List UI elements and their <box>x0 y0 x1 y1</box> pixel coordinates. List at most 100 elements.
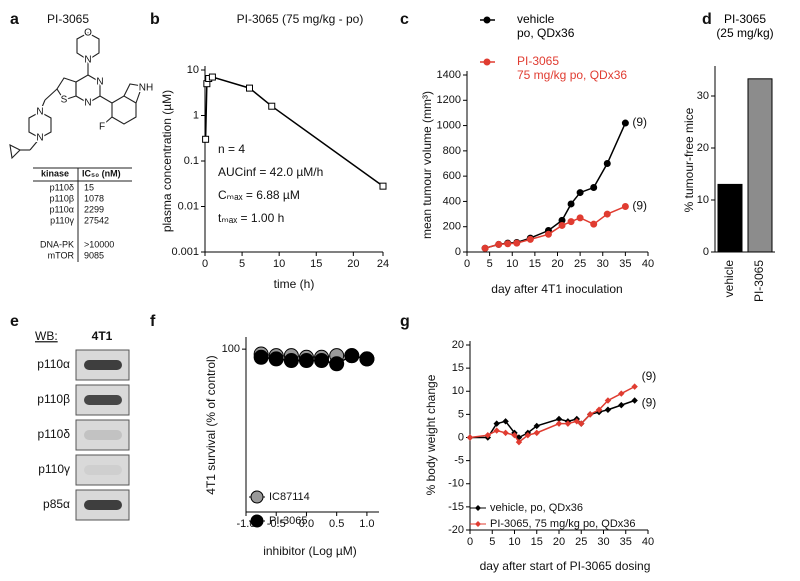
y-tick-label: 800 <box>443 145 461 157</box>
marker <box>564 420 572 427</box>
marker <box>586 411 594 418</box>
table-header: kinase <box>41 168 69 178</box>
marker <box>513 239 521 247</box>
panel-label: e <box>10 313 19 330</box>
panel-label: f <box>150 313 156 330</box>
series-line <box>469 385 635 444</box>
marker <box>576 189 584 197</box>
legend-label: vehicle po, QDx36 <box>517 12 575 40</box>
legend-label: IC87114 <box>269 491 310 503</box>
marker <box>555 420 563 427</box>
y-tick-label: 1400 <box>437 69 461 81</box>
marker <box>524 431 532 439</box>
legend-marker <box>483 16 491 24</box>
x-tick-label: 10 <box>273 258 285 270</box>
atom-label: F <box>99 122 105 133</box>
y-tick-label: 1000 <box>437 119 461 131</box>
x-tick-label: PI-3065 <box>752 260 766 302</box>
marker <box>359 351 375 367</box>
blot-cell-line: 4T1 <box>92 329 113 343</box>
y-axis-label: % tumour-free mice <box>682 107 696 212</box>
x-tick-label: 0 <box>467 536 473 548</box>
x-tick-label: 15 <box>531 536 543 548</box>
band-label: p110γ <box>38 462 70 476</box>
x-tick-label: 35 <box>620 536 632 548</box>
marker <box>604 406 612 413</box>
marker <box>493 427 500 434</box>
table-cell: 27542 <box>84 215 109 225</box>
marker <box>379 182 387 190</box>
y-tick-label: -5 <box>454 455 464 467</box>
panel-label: d <box>702 11 712 28</box>
x-tick-label: vehicle <box>722 260 736 298</box>
y-axis-label: % body weight change <box>424 374 438 495</box>
blot-band <box>84 430 122 440</box>
blot-band <box>84 465 122 475</box>
marker <box>493 420 500 427</box>
x-tick-label: 15 <box>310 258 322 270</box>
annotation: (9) <box>642 396 657 410</box>
x-tick-label: 15 <box>529 258 541 270</box>
y-tick-label: 0.1 <box>184 155 199 167</box>
x-tick-label: 10 <box>506 258 518 270</box>
marker <box>621 202 629 210</box>
blot-band <box>84 500 122 510</box>
y-tick-label: -10 <box>448 478 464 490</box>
marker <box>246 84 253 92</box>
legend-marker <box>475 505 481 511</box>
bar <box>747 78 773 253</box>
marker <box>202 135 210 143</box>
x-tick-label: 0 <box>202 258 208 270</box>
marker <box>631 397 638 404</box>
marker <box>481 244 489 252</box>
y-tick-label: 400 <box>443 195 461 207</box>
table-cell: DNA-PK <box>40 239 74 249</box>
table-rules <box>33 167 132 262</box>
y-tick-label: 200 <box>443 221 461 233</box>
y-axis-label: plasma concentration (µM) <box>160 90 174 232</box>
marker <box>344 348 360 364</box>
legend-label: PI-3065, 75 mg/kg po, QDx36 <box>490 518 636 530</box>
table-cell: p110δ <box>50 182 74 192</box>
x-tick-label: 20 <box>553 536 565 548</box>
band-label: p110δ <box>38 427 71 441</box>
table-cell: 2299 <box>84 204 104 214</box>
legend-marker <box>483 58 491 66</box>
marker <box>573 418 581 425</box>
table-cell: p110α <box>49 204 74 214</box>
band-label: p110α <box>37 357 70 371</box>
y-tick-label: 0 <box>458 431 464 443</box>
blot-label: WB: <box>35 329 58 343</box>
x-tick-label: 0.0 <box>299 518 314 530</box>
marker <box>578 420 585 427</box>
atom-label: O <box>84 28 92 39</box>
marker <box>618 390 625 397</box>
annotation: Cₘₐₓ = 6.88 µM <box>218 188 300 202</box>
marker <box>595 406 603 413</box>
marker <box>484 431 492 439</box>
x-tick-label: 20 <box>551 258 563 270</box>
marker <box>314 353 330 369</box>
marker <box>590 184 598 192</box>
y-tick-label: 0.01 <box>178 200 199 212</box>
marker <box>515 438 523 446</box>
y-tick-label: 20 <box>697 142 709 154</box>
annotation: (9) <box>632 199 647 213</box>
marker <box>576 214 584 222</box>
annotation: tₘₐₓ = 1.00 h <box>218 211 284 225</box>
marker <box>511 431 518 439</box>
atom-label: NH <box>139 83 153 94</box>
marker <box>567 200 575 208</box>
legend-label: PI-3065 75 mg/kg po, QDx36 <box>517 54 628 82</box>
legend-label: vehicle, po, QDx36 <box>490 502 583 514</box>
y-axis-label: 4T1 survival (% of control) <box>204 355 218 494</box>
y-tick-label: 5 <box>458 408 464 420</box>
atom-label: N <box>36 133 43 144</box>
bar <box>717 183 743 253</box>
marker <box>631 383 638 390</box>
y-tick-label: 0.001 <box>171 246 199 258</box>
legend-label: PI-3065 <box>269 515 308 527</box>
y-tick-label: 10 <box>187 64 199 76</box>
marker <box>590 220 598 228</box>
structure-bonds <box>9 32 143 160</box>
